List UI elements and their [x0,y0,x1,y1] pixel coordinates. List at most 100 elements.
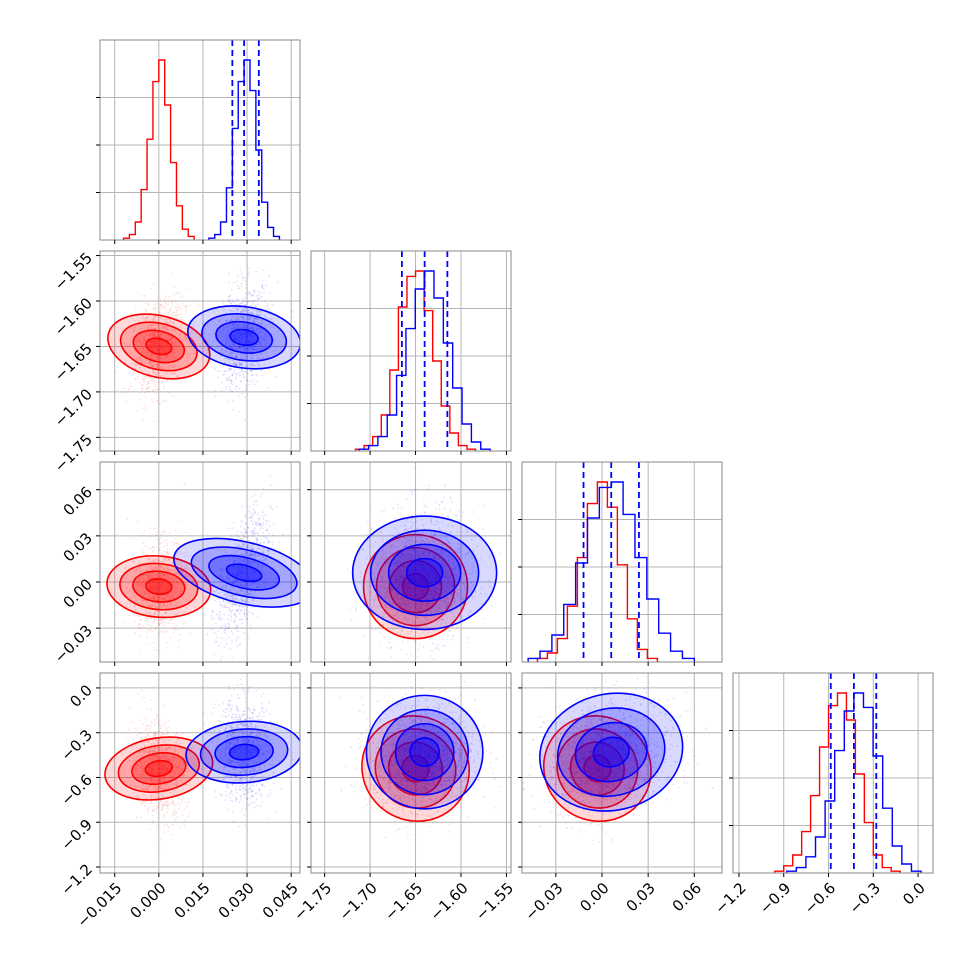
scatter-point [403,600,406,603]
scatter-point [154,559,157,562]
scatter-point [260,352,263,355]
scatter-point [223,542,226,544]
scatter-point [228,309,230,312]
scatter-point [231,610,233,613]
scatter-point [240,546,242,549]
scatter-point [148,355,151,357]
scatter-point [180,380,182,383]
scatter-point [172,580,175,583]
scatter-point [145,617,148,620]
scatter-point [240,337,243,340]
scatter-point [135,378,137,381]
scatter-point [166,574,169,577]
scatter-point [231,373,234,376]
scatter-point [225,312,228,314]
scatter-point [251,577,254,580]
scatter-point [160,572,163,575]
scatter-point [239,590,242,593]
density-fill [120,322,198,371]
scatter-point [256,537,259,540]
scatter-point [230,302,233,305]
scatter-point [232,573,235,576]
scatter-point [142,335,145,338]
scatter-point [166,587,169,589]
scatter-point [174,588,176,591]
scatter-point [146,390,149,393]
scatter-point [230,309,233,312]
scatter-point [160,619,163,622]
scatter-point [138,615,141,618]
scatter-point [154,591,157,594]
scatter-point [254,299,257,302]
scatter-point [160,326,163,329]
scatter-point [225,338,228,341]
scatter-point [251,531,254,533]
scatter-point [250,553,252,556]
scatter-point [264,557,267,560]
scatter-point [240,310,243,313]
scatter-point [168,568,171,571]
scatter-point [233,327,236,330]
scatter-point [232,565,235,568]
scatter-point [154,567,157,570]
scatter-point [141,343,144,345]
scatter-point [225,643,228,645]
scatter-point [274,345,277,347]
scatter-point [175,601,178,604]
scatter-point [148,588,151,591]
scatter-point [133,593,136,596]
scatter-point [174,577,177,580]
scatter-point [147,575,150,578]
scatter-point [216,613,219,616]
scatter-point [227,299,230,301]
scatter-point [159,606,162,608]
scatter-point [225,320,228,323]
scatter-point [152,622,155,624]
scatter-point [195,558,198,561]
scatter-point [145,556,148,559]
scatter-point [259,495,262,498]
scatter-point [174,529,177,532]
scatter-point [253,541,256,544]
scatter-point [257,333,259,336]
scatter-point [171,322,174,325]
scatter-point [152,283,155,286]
scatter-point [151,341,154,344]
scatter-point [246,331,249,334]
scatter-point [238,346,241,349]
scatter-point [240,334,243,336]
scatter-point [240,537,243,540]
scatter-point [150,398,153,401]
scatter-point [240,311,242,313]
scatter-point [141,570,144,573]
scatter-point [171,605,173,608]
scatter-point [238,332,241,335]
scatter-point [220,355,223,358]
scatter-point [238,374,241,377]
scatter-point [247,348,249,351]
scatter-point [172,322,175,325]
scatter-point [172,311,175,314]
scatter-point [168,364,171,367]
scatter-point [125,565,128,568]
scatter-point [176,554,179,556]
scatter-point [273,522,276,525]
scatter-point [167,328,170,331]
scatter-point [250,300,253,303]
contour-line [107,313,211,380]
scatter-point [150,332,153,335]
scatter-point [141,612,144,614]
scatter-point [160,347,163,350]
scatter-point [251,345,254,348]
scatter-point [139,585,142,588]
scatter-point [158,582,161,585]
scatter-point [235,583,238,586]
scatter-point [153,342,156,344]
scatter-point [172,294,175,297]
scatter-point [177,646,180,649]
scatter-point [235,609,238,612]
scatter-point [248,592,251,595]
scatter-point [165,320,168,323]
scatter-point [262,556,265,558]
scatter-point [253,348,256,350]
